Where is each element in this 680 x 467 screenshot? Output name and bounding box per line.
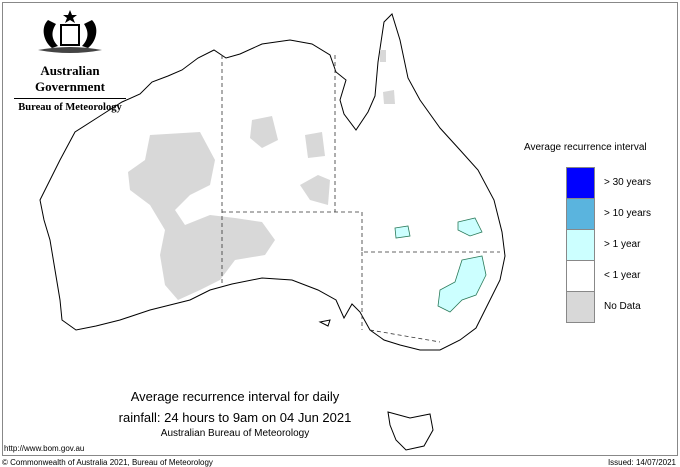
over-1-year-regions xyxy=(394,217,487,313)
legend-item: > 1 year xyxy=(566,229,651,260)
bom-logo: Australian Government Bureau of Meteorol… xyxy=(8,8,132,113)
kangaroo-island xyxy=(318,319,331,327)
map-frame xyxy=(2,2,678,456)
map-source: Australian Bureau of Meteorology xyxy=(160,428,310,439)
legend-swatch xyxy=(566,167,595,198)
issued-date: Issued: 14/07/2021 xyxy=(607,458,676,467)
website-link[interactable]: http://www.bom.gov.au xyxy=(4,444,85,453)
legend-item: No Data xyxy=(566,290,651,323)
legend-swatch xyxy=(566,260,595,291)
tasmania xyxy=(387,411,434,451)
legend-swatch xyxy=(566,229,595,260)
legend-title: Average recurrence interval xyxy=(524,142,647,153)
legend-swatch xyxy=(566,198,595,229)
legend: Average recurrence interval > 30 years >… xyxy=(524,142,651,323)
copyright: © Commonwealth of Australia 2021, Bureau… xyxy=(2,458,213,467)
org-name: Australian Government xyxy=(34,63,106,94)
legend-swatch xyxy=(566,290,595,323)
map-title: Average recurrence interval for daily ra… xyxy=(90,386,380,439)
bureau-name: Bureau of Meteorology xyxy=(14,98,126,113)
legend-item: > 10 years xyxy=(566,198,651,229)
legend-item: > 30 years xyxy=(566,167,651,198)
legend-item: < 1 year xyxy=(566,260,651,291)
border-lines xyxy=(221,55,500,343)
coat-of-arms-icon xyxy=(38,10,102,53)
no-data-regions xyxy=(128,50,395,300)
